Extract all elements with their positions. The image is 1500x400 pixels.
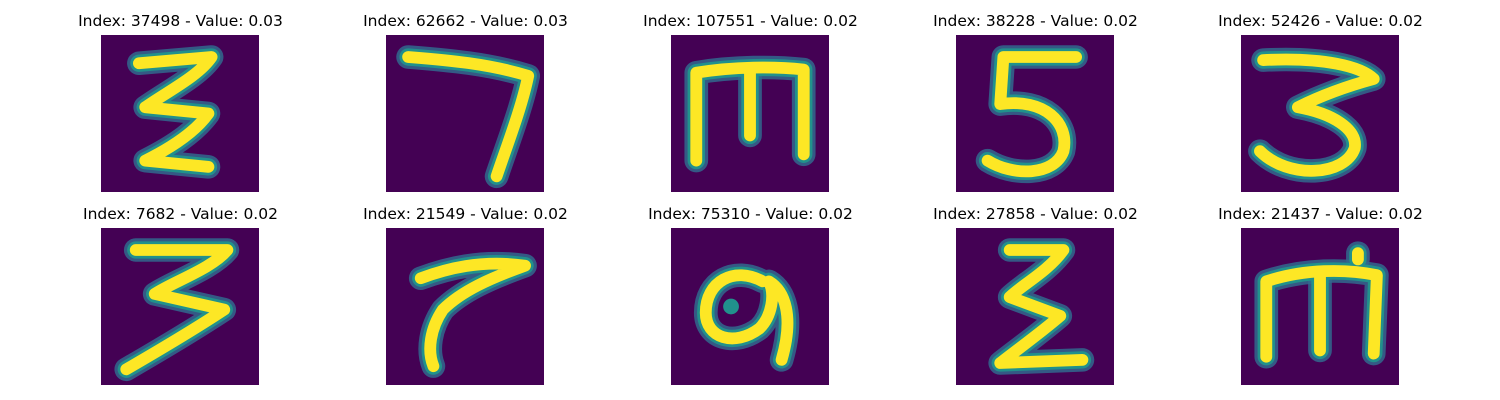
digit-stroke [994,244,1089,369]
digit-image [101,35,259,192]
image-panel: Index: 7682 - Value: 0.02 [38,203,323,393]
digit-image [101,228,259,385]
panel-title: Index: 107551 - Value: 0.02 [643,12,858,30]
digit-stroke [1254,53,1380,177]
digit-image [386,35,544,192]
image-panel: Index: 21437 - Value: 0.02 [1178,203,1463,393]
image-panel: Index: 52426 - Value: 0.02 [1178,10,1463,200]
digit-image [1241,35,1399,192]
digit-image [956,35,1114,192]
image-panel: Index: 107551 - Value: 0.02 [608,10,893,200]
panel-title: Index: 52426 - Value: 0.02 [1218,12,1423,30]
image-panel: Index: 62662 - Value: 0.03 [323,10,608,200]
panel-title: Index: 7682 - Value: 0.02 [83,205,278,223]
digit-image [671,35,829,192]
digit-stroke [414,257,531,373]
panel-title: Index: 27858 - Value: 0.02 [933,205,1138,223]
image-panel: Index: 38228 - Value: 0.02 [893,10,1178,200]
panel-title: Index: 62662 - Value: 0.03 [363,12,568,30]
image-panel: Index: 75310 - Value: 0.02 [608,203,893,393]
panel-title: Index: 38228 - Value: 0.02 [933,12,1138,30]
image-panel: Index: 37498 - Value: 0.03 [38,10,323,200]
image-panel: Index: 27858 - Value: 0.02 [893,203,1178,393]
digit-stroke [120,244,234,376]
digit-stroke [690,61,810,167]
digit-stroke [132,51,218,173]
panel-title: Index: 37498 - Value: 0.03 [78,12,283,30]
panel-title: Index: 75310 - Value: 0.02 [648,205,853,223]
image-panel: Index: 21549 - Value: 0.02 [323,203,608,393]
digit-stroke [699,269,794,366]
digit-image [671,228,829,385]
panel-title: Index: 21437 - Value: 0.02 [1218,205,1423,223]
digit-stroke [402,51,535,183]
digit-image [1241,228,1399,385]
digit-image [386,228,544,385]
panel-title: Index: 21549 - Value: 0.02 [363,205,568,223]
loop-hole [723,298,739,315]
digit-image [956,228,1114,385]
digit-stroke [981,51,1083,178]
